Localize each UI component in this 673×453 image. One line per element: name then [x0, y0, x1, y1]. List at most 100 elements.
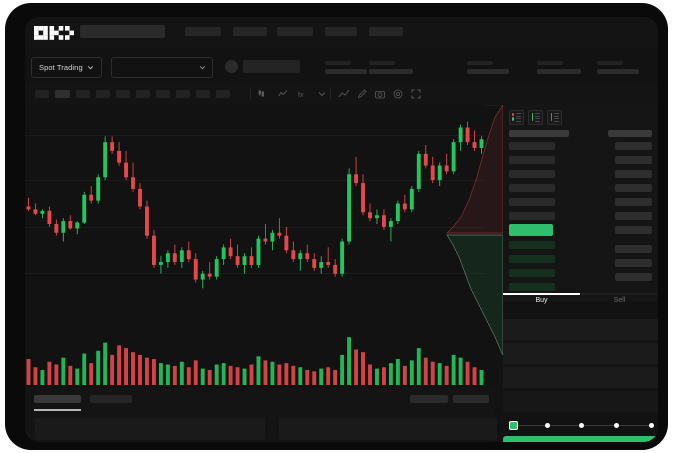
tab-buy[interactable]: Buy	[535, 297, 548, 304]
timeframe-5m[interactable]	[55, 90, 70, 98]
tab-sell[interactable]: Sell	[613, 297, 626, 304]
svg-text:fx: fx	[298, 92, 304, 99]
nav-item-1[interactable]	[185, 27, 221, 36]
order-amount-field[interactable]	[503, 343, 658, 365]
indicators-icon[interactable]: fx	[297, 88, 309, 100]
tab-order-history[interactable]	[90, 395, 132, 403]
orderbook-header-left	[509, 130, 569, 137]
orderbook-row[interactable]	[509, 269, 555, 277]
toolbar-divider	[330, 88, 331, 100]
amount-slider[interactable]	[509, 421, 654, 430]
orderbook-row[interactable]	[509, 198, 555, 206]
timeframe-4h[interactable]	[136, 90, 150, 98]
trade-row[interactable]	[615, 198, 652, 206]
tab-open-orders-underline	[34, 409, 81, 411]
pair-name-placeholder	[243, 60, 300, 73]
submit-buy-button[interactable]	[503, 436, 658, 442]
orderbook-row[interactable]	[509, 142, 555, 150]
nav-item-2[interactable]	[233, 27, 267, 36]
device-bezel: Spot Trading	[5, 3, 668, 450]
trade-row[interactable]	[615, 170, 652, 178]
trade-row[interactable]	[615, 245, 652, 253]
chevron-down-icon	[87, 64, 94, 71]
orderbook-mode-asks-icon[interactable]	[547, 110, 562, 125]
nav-item-5[interactable]	[369, 27, 403, 36]
stat-24h-volume	[597, 61, 639, 74]
slider-mark[interactable]	[649, 423, 654, 428]
trading-mode-label: Spot Trading	[39, 63, 83, 72]
orderbook-row[interactable]	[509, 212, 555, 220]
order-price-field[interactable]	[503, 319, 658, 341]
timeframe-1m[interactable]	[35, 90, 49, 98]
chart-settings-icon[interactable]	[392, 88, 404, 100]
chart-toolbar: fx	[25, 83, 658, 106]
drawing-tools-icon[interactable]	[356, 88, 368, 100]
bottom-action-2[interactable]	[453, 395, 489, 403]
trade-form-tabs: Buy Sell	[503, 293, 658, 317]
chevron-down-icon	[199, 64, 206, 71]
orderbook-row[interactable]	[509, 170, 555, 178]
timeframe-1M[interactable]	[196, 90, 210, 98]
market-header-row: Spot Trading	[25, 49, 658, 83]
slider-mark[interactable]	[614, 423, 619, 428]
line-chart-icon[interactable]	[277, 88, 289, 100]
tab-open-orders[interactable]	[34, 395, 81, 403]
nav-item-4[interactable]	[325, 27, 357, 36]
timeframe-more[interactable]	[216, 90, 230, 98]
tab-sell-underline	[580, 293, 657, 295]
stat-24h-low	[537, 61, 581, 74]
trades-header	[608, 130, 652, 137]
order-total-field[interactable]	[503, 367, 658, 389]
stat-last-price	[325, 61, 367, 74]
trade-row[interactable]	[615, 259, 652, 267]
top-navigation-bar	[25, 17, 658, 49]
price-chart[interactable]	[25, 105, 485, 388]
order-book-panel	[503, 105, 658, 301]
trade-row[interactable]	[615, 273, 652, 281]
order-extra-field[interactable]	[503, 391, 658, 413]
timeframe-1d[interactable]	[156, 90, 170, 98]
orderbook-row[interactable]	[509, 255, 555, 263]
timeframe-1h[interactable]	[116, 90, 130, 98]
trend-line-icon[interactable]	[338, 88, 350, 100]
orderbook-row[interactable]	[509, 283, 555, 291]
trade-row[interactable]	[615, 212, 652, 220]
trade-row[interactable]	[615, 226, 652, 234]
bottom-action-1[interactable]	[410, 395, 448, 403]
candlestick-series	[26, 121, 484, 289]
tab-buy-underline	[503, 293, 580, 295]
orderbook-mode-bids-icon[interactable]	[528, 110, 543, 125]
timeframe-30m[interactable]	[96, 90, 110, 98]
market-depth-overlay	[446, 105, 503, 355]
orderbook-display-modes	[509, 110, 562, 125]
orderbook-mid-price[interactable]	[509, 224, 553, 236]
timeframe-15m[interactable]	[76, 90, 90, 98]
orderbook-mode-both-icon[interactable]	[509, 110, 524, 125]
bottom-panel-right	[279, 418, 497, 440]
volume-series	[26, 337, 484, 385]
trade-row[interactable]	[615, 156, 652, 164]
orderbook-row[interactable]	[509, 184, 555, 192]
orders-panel	[25, 388, 497, 442]
okx-logo[interactable]	[34, 26, 74, 40]
chevron-down-icon[interactable]	[316, 88, 328, 100]
timeframe-1w[interactable]	[176, 90, 190, 98]
candlestick-chart-icon[interactable]	[257, 88, 269, 100]
stat-24h-change	[369, 61, 413, 74]
snapshot-camera-icon[interactable]	[374, 88, 386, 100]
nav-item-3[interactable]	[277, 27, 313, 36]
fullscreen-icon[interactable]	[410, 88, 422, 100]
slider-handle[interactable]	[509, 421, 518, 430]
stat-24h-high	[467, 61, 509, 74]
slider-mark[interactable]	[545, 423, 550, 428]
trading-pair-selector[interactable]	[111, 57, 213, 78]
orderbook-row[interactable]	[509, 241, 555, 249]
trading-mode-selector[interactable]: Spot Trading	[31, 57, 102, 78]
trade-row[interactable]	[615, 142, 652, 150]
search-input[interactable]	[80, 25, 165, 38]
slider-mark[interactable]	[579, 423, 584, 428]
orderbook-row[interactable]	[509, 156, 555, 164]
bottom-panel-left	[35, 418, 265, 440]
trade-row[interactable]	[615, 184, 652, 192]
